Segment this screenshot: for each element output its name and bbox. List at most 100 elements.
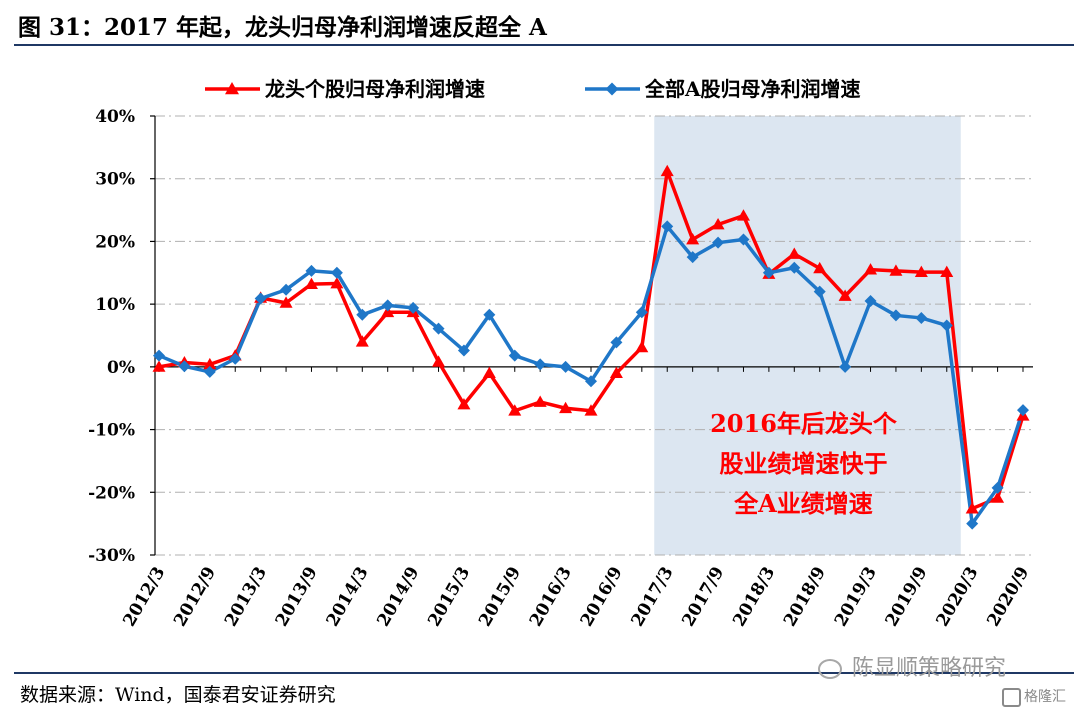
gelonghui-logo-icon — [1002, 687, 1021, 707]
series-point — [914, 265, 928, 278]
series-point — [203, 365, 216, 378]
series-point — [864, 263, 878, 275]
series-point — [381, 305, 395, 318]
y-tick-label: 20% — [95, 232, 135, 252]
series-point — [356, 308, 369, 321]
series-point — [280, 283, 293, 296]
shaded-annotation-line: 2016年后龙头个 — [710, 409, 898, 438]
series-point — [559, 401, 573, 414]
x-tick-label: 2014/3 — [323, 564, 373, 631]
series-point — [457, 397, 471, 410]
series-point — [152, 360, 166, 372]
series-point — [534, 358, 547, 371]
series-point — [864, 295, 877, 308]
series-point — [661, 220, 674, 233]
series-point — [686, 233, 700, 245]
series-point — [432, 322, 445, 335]
series-point — [711, 217, 725, 230]
series-point — [839, 360, 852, 373]
series-point — [203, 357, 217, 370]
x-tick-label: 2012/3 — [119, 564, 169, 631]
series-point — [991, 481, 1004, 494]
series-point — [940, 319, 953, 332]
series-point — [407, 301, 420, 314]
y-tick-label: 30% — [95, 170, 135, 190]
series-point — [712, 236, 725, 249]
legend-label: 全部A股归母净利润增速 — [644, 77, 861, 101]
series-point — [686, 251, 699, 264]
x-tick-label: 2013/9 — [272, 564, 322, 631]
figure-title: 图 31：2017 年起，龙头归母净利润增速反超全 A — [18, 14, 547, 41]
line-chart: -30%-20%-10%0%10%20%30%40%2012/3 2012/9 20… — [88, 77, 1033, 631]
shaded-annotation-line: 全A业绩增速 — [733, 489, 873, 518]
series-point — [355, 335, 369, 347]
watermark-text: 陈显顺策略研究 — [852, 656, 1007, 681]
series-point — [838, 289, 852, 301]
x-tick-label: 2017/3 — [628, 564, 678, 631]
logo-text: 格隆汇 — [1024, 689, 1066, 705]
x-tick-label: 2012/9 — [170, 564, 220, 631]
series-point — [482, 366, 496, 379]
series-point — [889, 309, 902, 322]
series-point — [635, 306, 648, 319]
wechat-icon — [818, 659, 842, 679]
series-point — [229, 352, 242, 365]
x-tick-label: 2016/3 — [526, 564, 576, 631]
shaded-period — [654, 116, 961, 555]
series-point — [585, 375, 597, 388]
x-tick-label: 2020/9 — [983, 564, 1033, 631]
series-point — [610, 336, 623, 349]
x-tick-label: 2018/3 — [729, 564, 779, 631]
series-point — [940, 265, 954, 278]
series-point — [279, 296, 293, 308]
series-point — [330, 266, 343, 279]
series-point — [254, 292, 267, 305]
series-point — [635, 340, 649, 353]
series-point — [457, 344, 470, 357]
series-point — [660, 164, 674, 177]
gelonghui-logo: 格隆汇 — [1002, 686, 1066, 707]
y-tick-label: -10% — [88, 421, 135, 441]
y-tick-label: 10% — [95, 295, 135, 315]
series-point — [1017, 404, 1029, 417]
series-point — [178, 360, 191, 373]
x-tick-label: 2020/3 — [933, 564, 983, 631]
series-point — [813, 285, 826, 298]
x-tick-label: 2013/3 — [221, 564, 271, 631]
x-tick-label: 2018/9 — [780, 564, 830, 631]
series-point — [153, 349, 165, 362]
footer-rule — [14, 672, 1074, 674]
series-point — [381, 299, 394, 312]
series-point — [559, 360, 572, 373]
series-point — [330, 276, 344, 289]
series-point — [508, 349, 521, 362]
series-point — [609, 366, 623, 379]
y-tick-label: 0% — [107, 358, 135, 378]
x-tick-label: 2014/9 — [373, 564, 423, 631]
series-point — [533, 395, 547, 407]
y-tick-label: 40% — [95, 107, 135, 127]
x-tick-label: 2017/9 — [678, 564, 728, 631]
series-point — [787, 247, 801, 259]
series-point — [813, 261, 827, 274]
series-point — [737, 233, 750, 246]
x-tick-label: 2015/9 — [475, 564, 525, 631]
watermark: 陈显顺策略研究 — [818, 650, 1006, 682]
series-point — [736, 209, 750, 221]
series-point — [508, 404, 522, 416]
legend-label: 龙头个股归母净利润增速 — [265, 77, 485, 101]
title-rule — [14, 44, 1074, 46]
series-point — [762, 266, 775, 279]
x-tick-label: 2019/3 — [831, 564, 881, 631]
series-point — [305, 264, 318, 277]
x-tick-label: 2016/9 — [577, 564, 627, 631]
series-point — [966, 517, 979, 530]
legend-marker — [225, 82, 239, 95]
series-point — [483, 308, 496, 321]
series-point — [432, 355, 446, 367]
series-point — [788, 261, 801, 274]
series-point — [915, 311, 928, 324]
series-point — [991, 491, 1005, 503]
legend-marker — [605, 82, 619, 96]
source-note: 数据来源：Wind，国泰君安证券研究 — [20, 684, 336, 706]
